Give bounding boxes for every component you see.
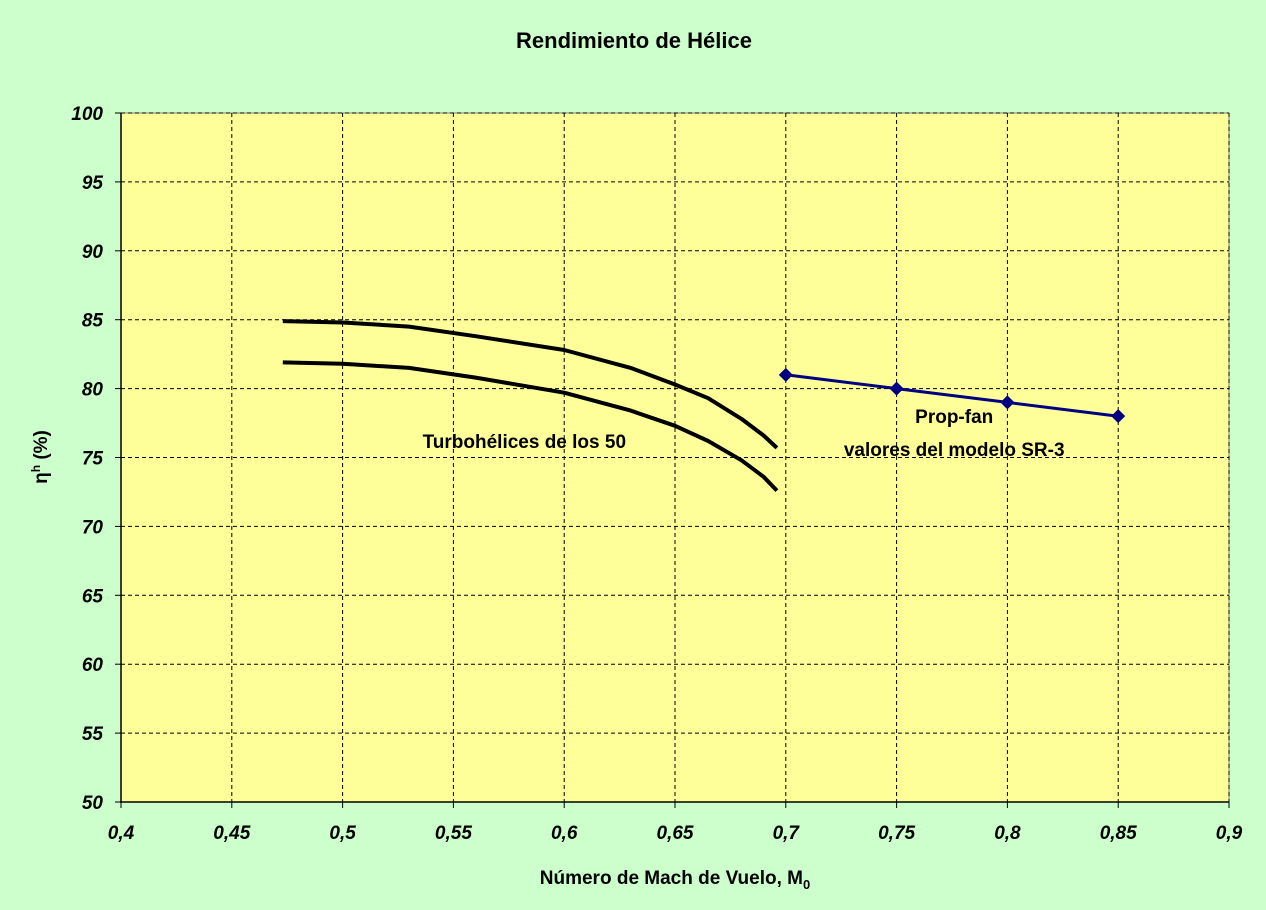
annotation-label: valores del modelo SR-3 bbox=[844, 440, 1065, 461]
annotation-label: Prop-fan bbox=[915, 407, 993, 428]
y-tick-label: 80 bbox=[82, 380, 104, 401]
data-point-marker bbox=[1111, 409, 1126, 424]
y-tick-label: 55 bbox=[82, 724, 104, 745]
y-tick-label: 50 bbox=[82, 793, 104, 814]
y-tick-label: 90 bbox=[82, 242, 104, 263]
data-point-marker bbox=[1000, 395, 1015, 410]
y-tick-label: 75 bbox=[82, 449, 104, 470]
x-tick-label: 0,75 bbox=[878, 823, 915, 844]
annotations: Turbohélices de los 50 Prop-fan valores de… bbox=[423, 407, 1065, 461]
x-axis-label: Número de Mach de Vuelo, M0 bbox=[540, 868, 810, 892]
annotation-label: Turbohélices de los 50 bbox=[423, 432, 626, 453]
y-tick-label: 70 bbox=[82, 517, 104, 538]
x-tick-label: 0,65 bbox=[657, 823, 694, 844]
x-tick-label: 0,8 bbox=[994, 823, 1021, 844]
y-tick-label: 95 bbox=[82, 173, 104, 194]
y-axis-label-unit: (%) bbox=[31, 430, 52, 465]
y-axis-label-symbol: η bbox=[31, 472, 52, 484]
x-axis-label-subscript: 0 bbox=[803, 877, 810, 892]
y-axis-label-superscript: h bbox=[29, 465, 43, 472]
grid bbox=[121, 112, 1230, 802]
series-line-1 bbox=[282, 319, 779, 450]
x-tick-label: 0,85 bbox=[1100, 823, 1137, 844]
y-tick-label: 60 bbox=[82, 655, 104, 676]
y-axis-label: ηh (%) bbox=[29, 430, 52, 484]
y-tick-label: 85 bbox=[82, 311, 104, 332]
x-tick-label: 0,6 bbox=[551, 823, 578, 844]
x-tick-label: 0,55 bbox=[435, 823, 472, 844]
chart-title: Rendimiento de Hélice bbox=[516, 28, 752, 53]
x-tick-label: 0,9 bbox=[1216, 823, 1243, 844]
x-tick-label: 0,7 bbox=[773, 823, 801, 844]
x-tick-label: 0,45 bbox=[213, 823, 250, 844]
y-tick-label: 65 bbox=[82, 586, 104, 607]
axes: 0,4 0,45 0,5 0,55 0,6 0,65 0,7 0,75 0,8 0,85 0,9 50… bbox=[71, 104, 1242, 844]
data-point-marker bbox=[889, 381, 904, 396]
series-line-2 bbox=[282, 360, 779, 492]
series-group bbox=[282, 319, 1126, 492]
x-tick-label: 0,4 bbox=[108, 823, 135, 844]
x-axis-label-main: Número de Mach de Vuelo, M bbox=[540, 868, 803, 889]
series-line-3 bbox=[785, 373, 1119, 418]
data-point-marker bbox=[778, 367, 793, 382]
x-tick-label: 0,5 bbox=[329, 823, 356, 844]
y-tick-label: 100 bbox=[71, 104, 103, 125]
